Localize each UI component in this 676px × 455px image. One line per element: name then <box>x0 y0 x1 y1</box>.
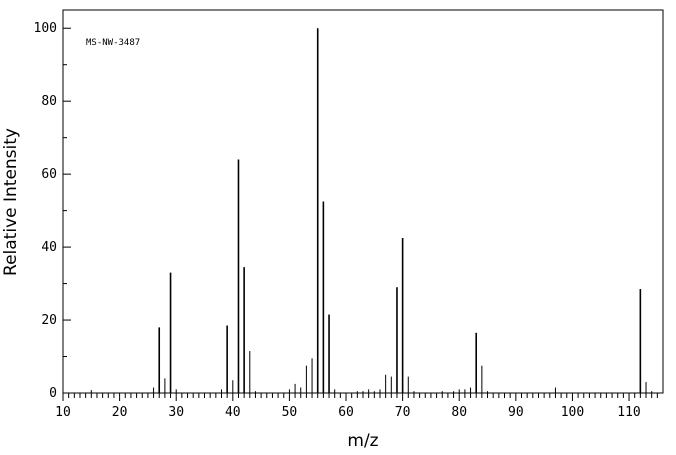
x-tick-label: 30 <box>168 405 184 420</box>
spectrum-bars <box>90 28 653 393</box>
chart-annotation: MS-NW-3487 <box>86 38 140 48</box>
x-tick-label: 50 <box>282 405 298 420</box>
x-tick-label: 20 <box>112 405 128 420</box>
y-tick-label: 100 <box>34 21 57 36</box>
y-tick-label: 80 <box>41 94 57 109</box>
plot-frame <box>62 9 664 394</box>
y-axis-ticks: 0 20 40 60 80 100 <box>34 21 71 401</box>
x-tick-label: 100 <box>561 405 584 420</box>
x-tick-label: 110 <box>617 405 640 420</box>
x-tick-label: 80 <box>451 405 467 420</box>
x-tick-label: 70 <box>395 405 411 420</box>
x-tick-label: 10 <box>55 405 71 420</box>
y-tick-label: 0 <box>49 386 57 401</box>
x-tick-label: 60 <box>338 405 354 420</box>
y-axis-title: Relative Intensity <box>1 128 21 276</box>
y-tick-label: 20 <box>41 313 57 328</box>
x-axis-title: m/z <box>347 431 378 451</box>
x-tick-label: 40 <box>225 405 241 420</box>
x-tick-label: 90 <box>508 405 524 420</box>
y-tick-label: 40 <box>41 240 57 255</box>
x-axis-ticks: 10 20 30 40 50 60 70 80 90 100 110 <box>55 393 658 420</box>
y-tick-label: 60 <box>41 167 57 182</box>
